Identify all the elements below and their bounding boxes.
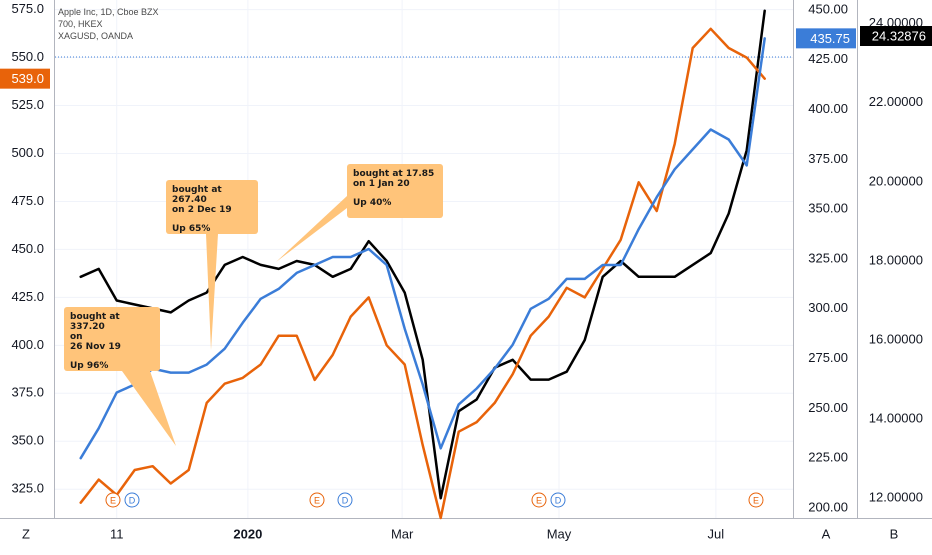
callout-apple-buy: bought at 337.20 on 26 Nov 19 Up 96% bbox=[64, 307, 160, 371]
mid-tick-label: 425.00 bbox=[808, 51, 848, 66]
earnings-marker[interactable] bbox=[309, 492, 325, 508]
x-tick-label: May bbox=[547, 526, 572, 541]
x-tick-label: 2020 bbox=[233, 526, 262, 541]
mid-tick-label: 225.00 bbox=[808, 450, 848, 465]
left-tick-label: 575.0 bbox=[11, 1, 44, 16]
legend-700[interactable]: 700, HKEX bbox=[58, 19, 103, 29]
right-tick-label: 20.00000 bbox=[869, 173, 923, 188]
last-price-700: 435.75 bbox=[810, 31, 850, 46]
earnings-marker[interactable] bbox=[105, 492, 121, 508]
event-marker-label: E bbox=[753, 495, 759, 505]
event-marker-label: D bbox=[555, 495, 562, 505]
x-tick-label: Mar bbox=[391, 526, 414, 541]
dividend-marker[interactable] bbox=[124, 492, 140, 508]
series-line bbox=[79, 9, 766, 500]
event-marker-label: E bbox=[536, 495, 542, 505]
callout-text: on 1 Jan 20 bbox=[353, 179, 410, 189]
callout-gain: Up 65% bbox=[172, 224, 211, 234]
axis-labels: 575.0 550.0 525.0 500.0 475.0 450.0 425.0 400.0… bbox=[0, 1, 932, 541]
mid-tick-label: 325.00 bbox=[808, 250, 848, 265]
mid-tick-label: 200.00 bbox=[808, 499, 848, 514]
timezone-toggle-button[interactable]: Z bbox=[22, 526, 30, 541]
right-tick-label: 22.00000 bbox=[869, 94, 923, 109]
callout-gain: Up 96% bbox=[70, 361, 109, 371]
mid-tick-label: 450.00 bbox=[808, 1, 848, 16]
callout-xagusd-buy: bought at 17.85 on 1 Jan 20 Up 40% bbox=[347, 164, 443, 218]
last-price-700-bg bbox=[796, 28, 856, 49]
mid-tick-label: 400.00 bbox=[808, 101, 848, 116]
axes bbox=[0, 0, 932, 519]
callout-700-buy: bought at 267.40 on 2 Dec 19 Up 65% bbox=[166, 180, 258, 234]
right-tick-label: 18.00000 bbox=[869, 252, 923, 267]
series-legend: Apple Inc, 1D, Cboe BZX 700, HKEX XAGUSD… bbox=[58, 6, 159, 42]
callout-text: 26 Nov 19 bbox=[70, 342, 121, 352]
left-tick-label: 350.0 bbox=[11, 433, 44, 448]
auto-scale-button[interactable]: A bbox=[822, 526, 831, 541]
last-price-apple: 539.0 bbox=[11, 71, 44, 86]
dividend-marker[interactable] bbox=[337, 492, 353, 508]
callout-pointer bbox=[276, 196, 347, 262]
callout-text: on 2 Dec 19 bbox=[172, 205, 232, 215]
callout-text: bought at 267.40 bbox=[172, 185, 222, 205]
left-tick-label: 500.0 bbox=[11, 145, 44, 160]
right-tick-label: 16.00000 bbox=[869, 331, 923, 346]
callout-pointer bbox=[206, 234, 218, 350]
left-tick-label: 550.0 bbox=[11, 49, 44, 64]
event-marker-label: E bbox=[314, 495, 320, 505]
callout-pointers bbox=[122, 196, 347, 446]
scale-b-button[interactable]: B bbox=[890, 526, 899, 541]
series-line bbox=[79, 27, 766, 520]
left-tick-label: 475.0 bbox=[11, 193, 44, 208]
series-line bbox=[79, 37, 766, 460]
mid-tick-label: 250.00 bbox=[808, 400, 848, 415]
callout-pointer bbox=[122, 371, 176, 446]
left-tick-label: 525.0 bbox=[11, 97, 44, 112]
x-tick-label: 11 bbox=[110, 526, 124, 541]
event-marker-label: D bbox=[342, 495, 349, 505]
earnings-marker[interactable] bbox=[531, 492, 547, 508]
left-tick-label: 425.0 bbox=[11, 289, 44, 304]
callout-text: bought at 337.20 bbox=[70, 312, 120, 332]
left-tick-label: 400.0 bbox=[11, 337, 44, 352]
legend-xagusd[interactable]: XAGUSD, OANDA bbox=[58, 31, 134, 41]
callout-gain: Up 40% bbox=[353, 198, 392, 208]
callout-text: bought at 17.85 bbox=[353, 169, 435, 179]
event-marker-label: E bbox=[110, 495, 116, 505]
callout-text: on bbox=[70, 332, 83, 342]
mid-tick-label: 375.00 bbox=[808, 151, 848, 166]
legend-apple[interactable]: Apple Inc, 1D, Cboe BZX bbox=[58, 7, 159, 17]
earnings-marker[interactable] bbox=[748, 492, 764, 508]
right-tick-label: 12.00000 bbox=[869, 490, 923, 505]
right-tick-label: 14.00000 bbox=[869, 411, 923, 426]
last-price-apple-bg bbox=[0, 68, 50, 89]
event-marker-label: D bbox=[129, 495, 136, 505]
dividend-marker[interactable] bbox=[550, 492, 566, 508]
mid-tick-label: 275.00 bbox=[808, 350, 848, 365]
left-tick-label: 325.0 bbox=[11, 481, 44, 496]
x-tick-label: Jul bbox=[708, 526, 725, 541]
mid-tick-label: 300.00 bbox=[808, 300, 848, 315]
mid-tick-label: 350.00 bbox=[808, 201, 848, 216]
left-tick-label: 375.0 bbox=[11, 385, 44, 400]
last-price-xagusd-bg bbox=[860, 26, 932, 46]
left-tick-label: 450.0 bbox=[11, 241, 44, 256]
series-lines bbox=[79, 9, 766, 520]
last-price-xagusd: 24.32876 bbox=[872, 28, 926, 43]
